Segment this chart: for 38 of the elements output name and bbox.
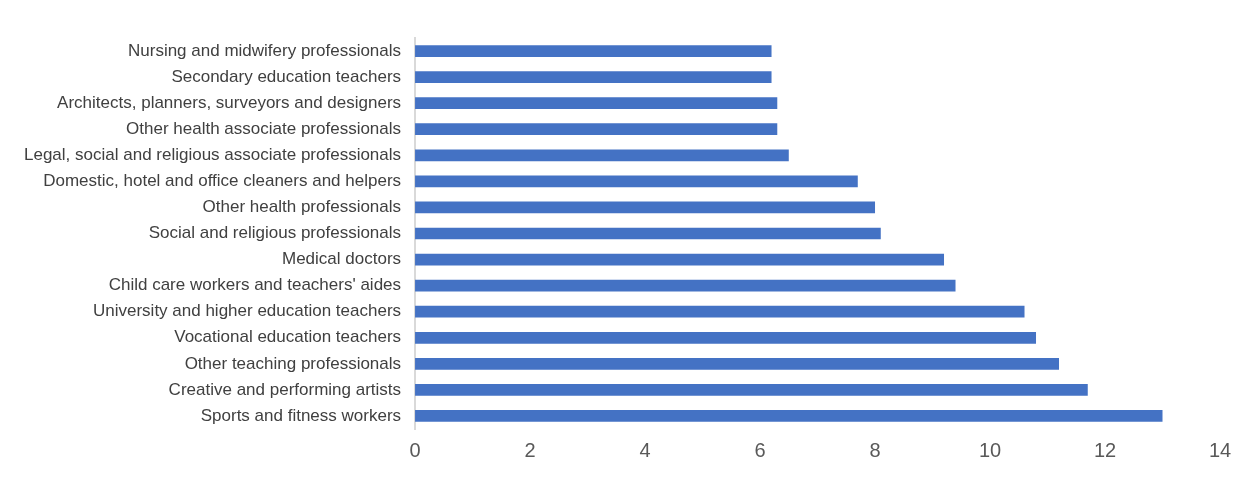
bar — [415, 384, 1088, 396]
y-tick-label: Legal, social and religious associate professionals — [23, 144, 402, 164]
bar — [415, 97, 778, 110]
bar — [415, 71, 772, 83]
x-tick-label: 8 — [869, 438, 881, 461]
y-tick-label: Medical doctors — [281, 249, 402, 269]
x-tick-label: 4 — [639, 438, 651, 461]
bar — [415, 253, 945, 266]
x-tick-label: 0 — [409, 438, 421, 461]
bar — [415, 227, 881, 240]
bar — [415, 45, 772, 57]
y-tick-label: Secondary education teachers — [171, 66, 402, 86]
x-tick-label: 14 — [1208, 438, 1232, 461]
y-tick-label: Other health professionals — [202, 197, 402, 217]
bar — [415, 279, 956, 292]
y-tick-label: Sports and fitness workers — [200, 405, 402, 425]
y-tick-label: Vocational education teachers — [174, 327, 402, 347]
bar — [415, 123, 778, 136]
bar — [415, 175, 858, 188]
y-tick-label: Nursing and midwifery professionals — [127, 40, 402, 60]
x-tick-label: 10 — [978, 438, 1002, 461]
bar — [415, 357, 1060, 370]
bar — [415, 305, 1025, 318]
y-tick-label: Other health associate professionals — [126, 118, 402, 138]
y-tick-label: Architects, planners, surveyors and designers — [57, 92, 402, 112]
x-tick-label: 2 — [524, 438, 536, 461]
bar — [415, 201, 876, 214]
y-tick-label: Social and religious professionals — [148, 223, 402, 243]
y-tick-label: Other teaching professionals — [184, 353, 402, 373]
bar — [415, 331, 1037, 344]
y-tick-label: Creative and performing artists — [168, 379, 402, 399]
bar — [415, 410, 1163, 422]
x-tick-label: 6 — [754, 438, 766, 461]
y-tick-label: University and higher education teachers — [92, 301, 402, 321]
bar — [415, 149, 789, 162]
y-tick-label: Child care workers and teachers' aides — [108, 275, 402, 295]
y-tick-label: Domestic, hotel and office cleaners and helpers — [43, 171, 402, 191]
x-tick-label: 12 — [1093, 438, 1117, 461]
